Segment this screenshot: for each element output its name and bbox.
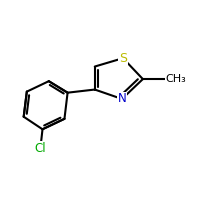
- Text: N: N: [118, 92, 126, 105]
- Text: CH₃: CH₃: [166, 74, 187, 84]
- Text: S: S: [119, 52, 127, 65]
- Text: Cl: Cl: [35, 142, 46, 155]
